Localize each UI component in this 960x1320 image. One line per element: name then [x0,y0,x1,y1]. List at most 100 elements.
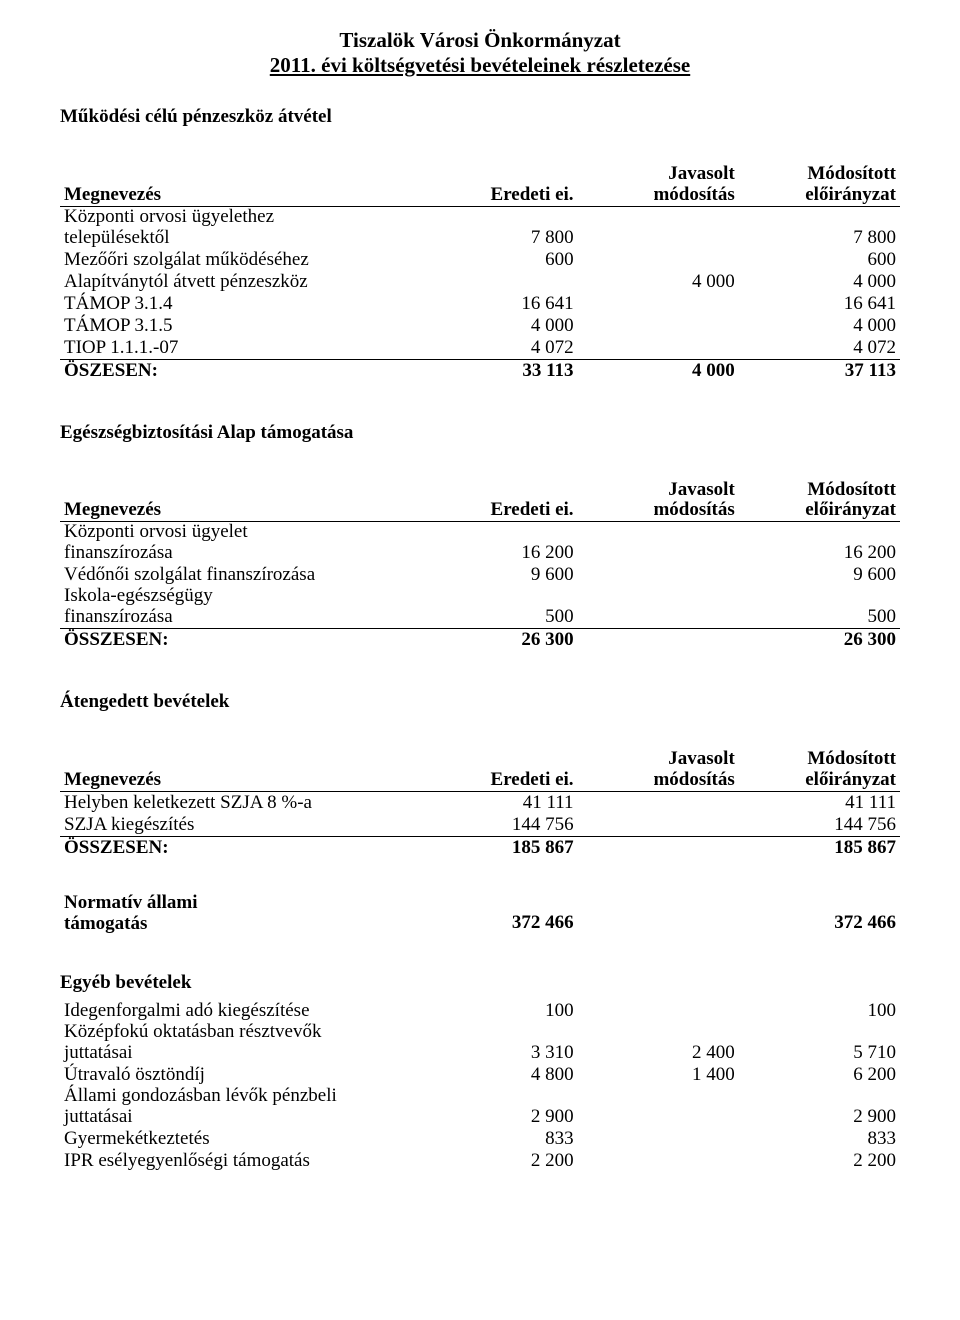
table-row: Mezőőri szolgálat működéséhez600600 [60,249,900,271]
header-col3: Javasolt módosítás [578,749,739,791]
row-c4: 6 200 [739,1064,900,1086]
total-c2: 26 300 [416,628,577,651]
row-name: Központi orvosi ügyeletheztelepülésektől [60,206,416,248]
row-c3 [578,315,739,337]
section-5-title: Egyéb bevételek [60,972,900,994]
row-name: Helyben keletkezett SZJA 8 %-a [60,791,416,814]
row-c3: 4 000 [578,271,739,293]
table-row: Védőnői szolgálat finanszírozása9 6009 6… [60,564,900,586]
row-c2: 41 111 [416,791,577,814]
row-c2: 100 [416,1000,577,1022]
normative-row: Normatív állami támogatás 372 466 372 46… [60,893,900,935]
table-row: Helyben keletkezett SZJA 8 %-a41 11141 1… [60,791,900,814]
table-row: TIOP 1.1.1.-074 0724 072 [60,337,900,360]
header-col4: Módosított előirányzat [739,164,900,206]
row-c4: 7 800 [739,206,900,248]
row-c3 [578,893,739,935]
section-4-table: Normatív állami támogatás 372 466 372 46… [60,893,900,935]
total-c4: 26 300 [739,628,900,651]
row-c2: 500 [416,586,577,628]
table-header-row: Megnevezés Eredeti ei. Javasolt módosítá… [60,164,900,206]
row-c2: 3 310 [416,1022,577,1064]
row-c4: 5 710 [739,1022,900,1064]
row-c4: 372 466 [739,893,900,935]
row-name: Központi orvosi ügyeletfinanszírozása [60,522,416,564]
row-c2: 16 641 [416,293,577,315]
table-row: Iskola-egészségügyfinanszírozása500500 [60,586,900,628]
row-c4: 41 111 [739,791,900,814]
section-3-table: Megnevezés Eredeti ei. Javasolt módosítá… [60,749,900,859]
header-col2: Eredeti ei. [416,480,577,522]
row-c2: 2 200 [416,1150,577,1172]
row-name: Védőnői szolgálat finanszírozása [60,564,416,586]
table-header-row: Megnevezés Eredeti ei. Javasolt módosítá… [60,480,900,522]
row-name: Mezőőri szolgálat működéséhez [60,249,416,271]
row-c3 [578,1086,739,1128]
row-c3: 1 400 [578,1064,739,1086]
row-c4: 100 [739,1000,900,1022]
row-name: Alapítványtól átvett pénzeszköz [60,271,416,293]
section-2-title: Egészségbiztosítási Alap támogatása [60,422,900,444]
section-5-table: Idegenforgalmi adó kiegészítése100100Köz… [60,1000,900,1172]
row-name: Állami gondozásban lévők pénzbelijuttatá… [60,1086,416,1128]
total-c4: 37 113 [739,359,900,382]
title-line-1: Tiszalök Városi Önkormányzat [60,28,900,53]
table-row: Központi orvosi ügyeletheztelepülésektől… [60,206,900,248]
row-c3: 2 400 [578,1022,739,1064]
header-col2: Eredeti ei. [416,164,577,206]
row-c4: 4 000 [739,271,900,293]
row-name: Normatív állami támogatás [60,893,416,935]
row-c3 [578,791,739,814]
row-name: Középfokú oktatásban résztvevőkjuttatása… [60,1022,416,1064]
section-3-total-row: ÖSSZESEN: 185 867 185 867 [60,836,900,859]
row-c4: 600 [739,249,900,271]
table-row: Állami gondozásban lévők pénzbelijuttatá… [60,1086,900,1128]
row-c2: 4 072 [416,337,577,360]
row-c2: 7 800 [416,206,577,248]
row-c2: 833 [416,1128,577,1150]
row-c3 [578,249,739,271]
row-c2: 9 600 [416,564,577,586]
table-header-row: Megnevezés Eredeti ei. Javasolt módosítá… [60,749,900,791]
row-c3 [578,814,739,837]
row-c2: 4 800 [416,1064,577,1086]
total-c2: 185 867 [416,836,577,859]
table-row: TÁMOP 3.1.416 64116 641 [60,293,900,315]
row-c4: 833 [739,1128,900,1150]
row-name: TÁMOP 3.1.4 [60,293,416,315]
row-name: IPR esélyegyenlőségi támogatás [60,1150,416,1172]
row-c4: 144 756 [739,814,900,837]
section-3-title: Átengedett bevételek [60,691,900,713]
row-c4: 2 900 [739,1086,900,1128]
title-line-2: 2011. évi költségvetési bevételeinek rés… [60,53,900,78]
section-1-total-row: ÖSZESEN: 33 113 4 000 37 113 [60,359,900,382]
total-c2: 33 113 [416,359,577,382]
header-name: Megnevezés [60,749,416,791]
row-c4: 4 000 [739,315,900,337]
row-c4: 16 200 [739,522,900,564]
row-c4: 4 072 [739,337,900,360]
section-2-table: Megnevezés Eredeti ei. Javasolt módosítá… [60,480,900,651]
row-name: Iskola-egészségügyfinanszírozása [60,586,416,628]
table-row: Idegenforgalmi adó kiegészítése100100 [60,1000,900,1022]
row-c3 [578,293,739,315]
row-c3 [578,564,739,586]
total-label: ÖSSZESEN: [60,628,416,651]
header-col3: Javasolt módosítás [578,164,739,206]
row-c4: 9 600 [739,564,900,586]
row-name: Útravaló ösztöndíj [60,1064,416,1086]
row-c2: 2 900 [416,1086,577,1128]
section-1-title: Működési célú pénzeszköz átvétel [60,106,900,128]
row-name: TÁMOP 3.1.5 [60,315,416,337]
total-label: ÖSZESEN: [60,359,416,382]
row-c3 [578,1128,739,1150]
row-c2: 16 200 [416,522,577,564]
row-c4: 16 641 [739,293,900,315]
section-2-total-row: ÖSSZESEN: 26 300 26 300 [60,628,900,651]
header-col4: Módosított előirányzat [739,480,900,522]
row-c3 [578,586,739,628]
total-label: ÖSSZESEN: [60,836,416,859]
document-title: Tiszalök Városi Önkormányzat 2011. évi k… [60,28,900,78]
header-col2: Eredeti ei. [416,749,577,791]
header-name: Megnevezés [60,480,416,522]
